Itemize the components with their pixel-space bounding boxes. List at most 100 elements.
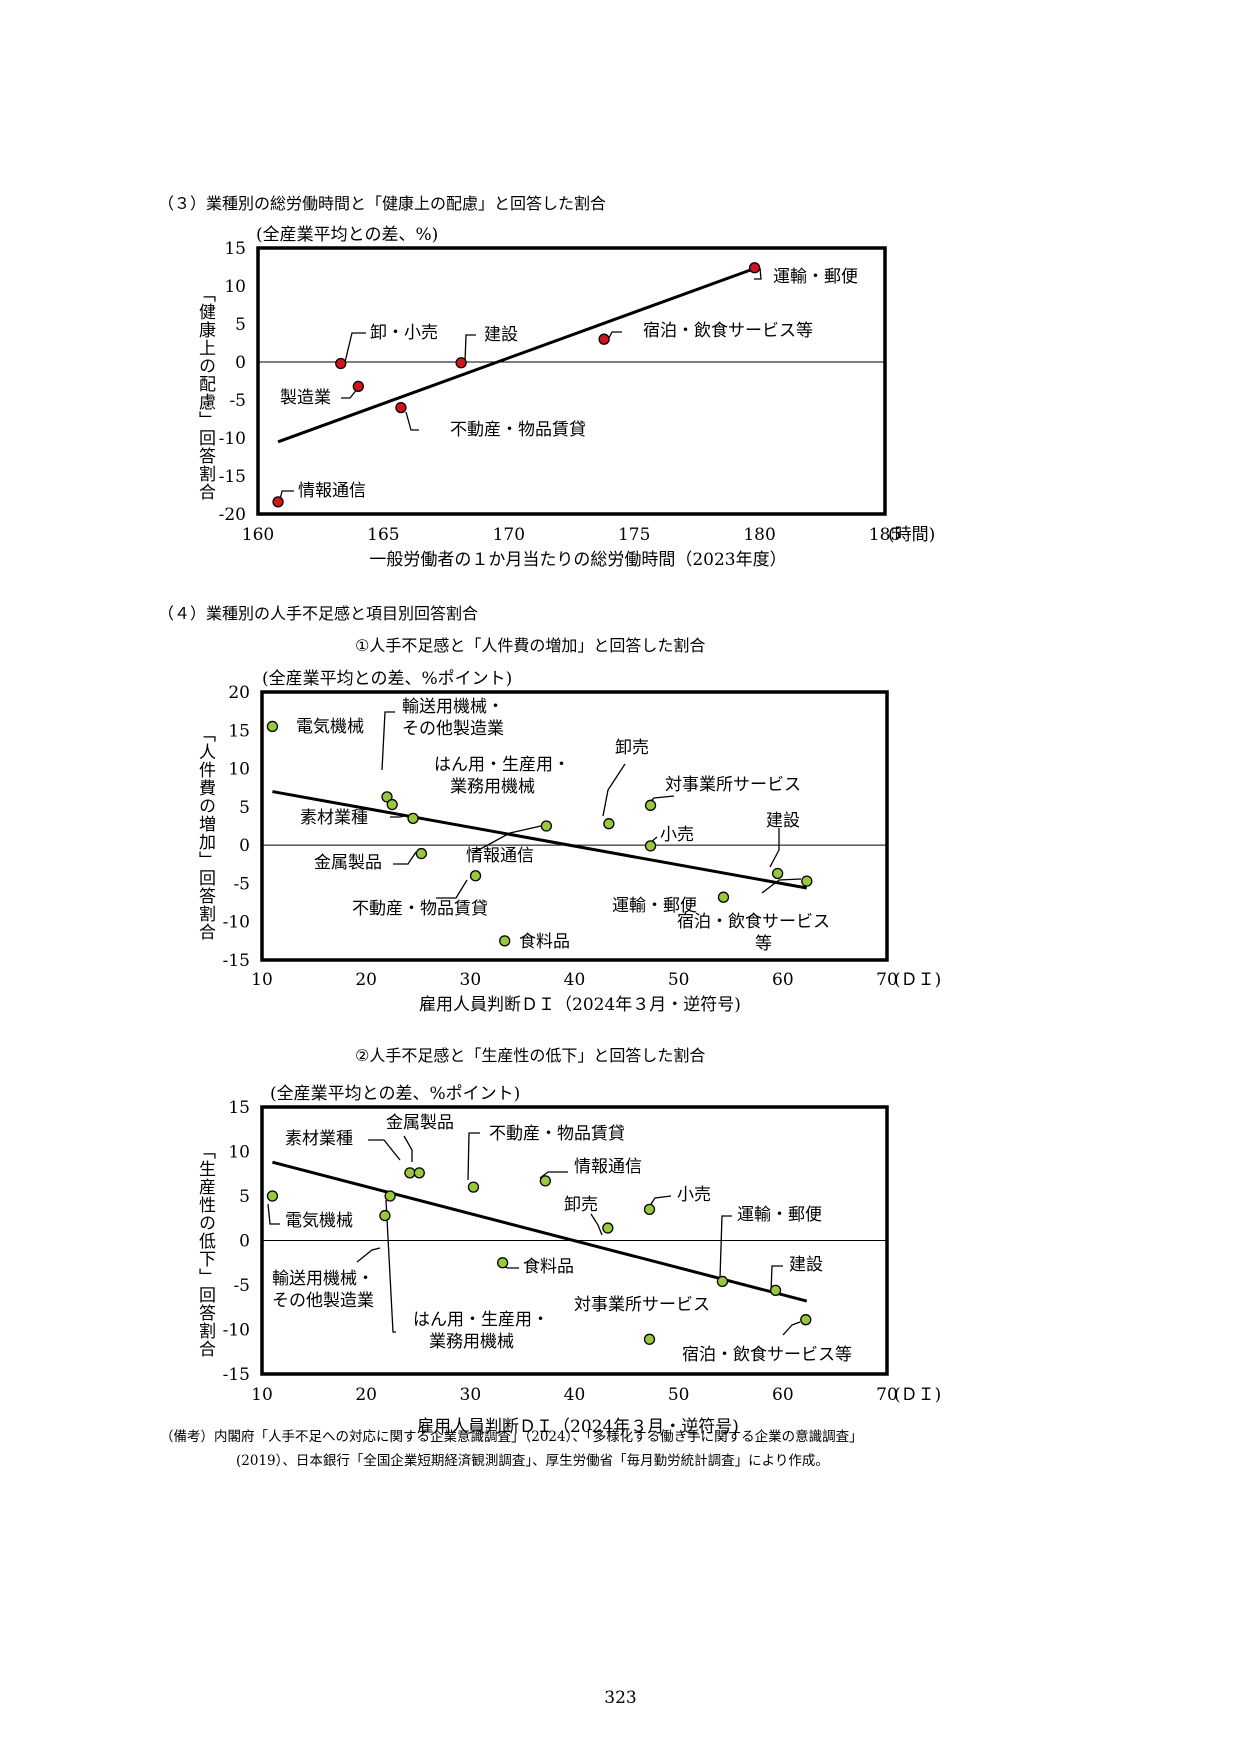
data-label: 卸売	[615, 738, 649, 758]
data-point	[540, 820, 553, 832]
data-label-line: 業務用機械	[429, 1332, 514, 1352]
data-label: 製造業	[280, 388, 331, 408]
y-tick-label: -10	[223, 913, 250, 933]
data-label: 食料品	[523, 1257, 574, 1277]
data-point	[496, 1257, 509, 1269]
data-point	[499, 935, 511, 947]
data-point	[266, 1190, 279, 1202]
data-label: 小売	[660, 825, 694, 845]
data-label: 電気機械	[296, 717, 364, 737]
leader-line	[782, 1321, 801, 1336]
data-label: はん用・生産用・業務用機械	[413, 1310, 549, 1352]
data-label: 電気機械	[285, 1211, 353, 1231]
data-point	[643, 1203, 656, 1215]
data-point	[769, 1284, 782, 1296]
x-unit-label: (ＤＩ)	[894, 1385, 941, 1405]
data-point	[801, 875, 813, 887]
data-point	[266, 720, 279, 733]
data-label: 情報通信	[574, 1157, 642, 1177]
data-point	[386, 798, 398, 811]
leader-line	[467, 1132, 480, 1181]
leader-line	[719, 1215, 732, 1279]
data-point	[379, 1209, 391, 1222]
leader-line	[770, 1265, 783, 1293]
x-tick-label: 10	[251, 970, 273, 990]
data-label: 情報通信	[298, 481, 366, 501]
x-tick-label: 10	[251, 1385, 273, 1405]
leader-line	[381, 711, 395, 771]
x-tick-label: 160	[242, 525, 274, 545]
y-tick-label: 15	[228, 721, 250, 741]
data-label: 食料品	[519, 932, 570, 952]
data-label: 対事業所サービス	[574, 1295, 710, 1315]
y-tick-label: -5	[233, 1276, 250, 1296]
notes-line-1: （備考）内閣府「人手不足への対応に関する企業意識調査」（2024）、「多様化する…	[160, 1429, 863, 1445]
x-tick-label: 175	[618, 525, 650, 545]
data-label: 輸送用機械・その他製造業	[402, 697, 504, 739]
y-tick-label: 5	[239, 1187, 250, 1207]
x-tick-label: 50	[668, 1385, 690, 1405]
y-tick-label: -20	[219, 505, 246, 525]
data-label: 卸売	[564, 1195, 598, 1215]
data-point	[602, 1222, 614, 1234]
data-label-line: 輸送用機械・	[402, 697, 504, 717]
x-tick-label: 30	[460, 970, 482, 990]
y-tick-label: -15	[223, 951, 250, 971]
data-point	[717, 891, 730, 903]
plot-frame	[260, 690, 889, 962]
data-point	[643, 1333, 656, 1345]
data-label: 素材業種	[285, 1129, 353, 1149]
data-label: 宿泊・飲食サービス等	[643, 321, 813, 341]
x-unit-label: (時間)	[888, 525, 935, 545]
data-point	[800, 1314, 812, 1326]
y-tick-label: -15	[223, 1365, 250, 1385]
leader-line	[761, 878, 802, 894]
leader-line	[602, 763, 626, 817]
leader-line	[472, 825, 542, 854]
x-axis-label: 一般労働者の１か月当たりの総労働時間（2023年度）	[369, 550, 786, 570]
x-tick-label: 50	[668, 970, 690, 990]
data-point	[455, 357, 467, 369]
data-label: 不動産・物品賃貸	[489, 1124, 625, 1144]
data-point	[469, 870, 482, 882]
trendline	[272, 790, 808, 890]
y-tick-label: -15	[219, 467, 246, 487]
leader-line	[385, 1199, 396, 1333]
data-point	[413, 1167, 425, 1179]
data-point	[467, 1181, 480, 1193]
data-label: 建設	[484, 325, 518, 345]
data-point	[603, 818, 615, 830]
y-axis-label: 「生産性の低下」回答割合	[195, 1142, 216, 1358]
plot-frame	[260, 1105, 889, 1376]
y-tick-label: -10	[223, 1321, 250, 1341]
data-point	[352, 380, 364, 392]
x-tick-label: 30	[460, 1385, 482, 1405]
data-point	[381, 791, 393, 803]
data-label: 不動産・物品賃貸	[352, 899, 488, 919]
data-label: はん用・生産用・業務用機械	[434, 755, 570, 797]
unit-note: (全産業平均との差、%)	[256, 225, 438, 245]
data-label-line: その他製造業	[402, 719, 504, 739]
x-tick-label: 185	[869, 525, 901, 545]
data-label-line: 等	[755, 934, 772, 954]
x-axis-label: 雇用人員判断ＤＩ（2024年３月・逆符号)	[417, 1417, 739, 1437]
data-label: 金属製品	[314, 853, 382, 873]
data-label-line: はん用・生産用・	[434, 755, 570, 775]
trendline	[277, 267, 756, 444]
data-point	[415, 847, 428, 860]
trendline	[272, 1160, 808, 1303]
unit-note: (全産業平均との差、%ポイント)	[270, 1084, 520, 1104]
data-point	[404, 1167, 416, 1179]
data-label: 運輸・郵便	[737, 1205, 822, 1225]
data-label: 不動産・物品賃貸	[450, 420, 586, 440]
data-label: 対事業所サービス	[665, 775, 801, 795]
data-label: 輸送用機械・その他製造業	[272, 1269, 374, 1311]
data-label: 建設	[789, 1255, 823, 1275]
data-point	[384, 1190, 396, 1202]
leader-line	[368, 1139, 401, 1161]
data-label-line: 輸送用機械・	[272, 1269, 374, 1289]
y-tick-label: 0	[239, 1232, 250, 1252]
